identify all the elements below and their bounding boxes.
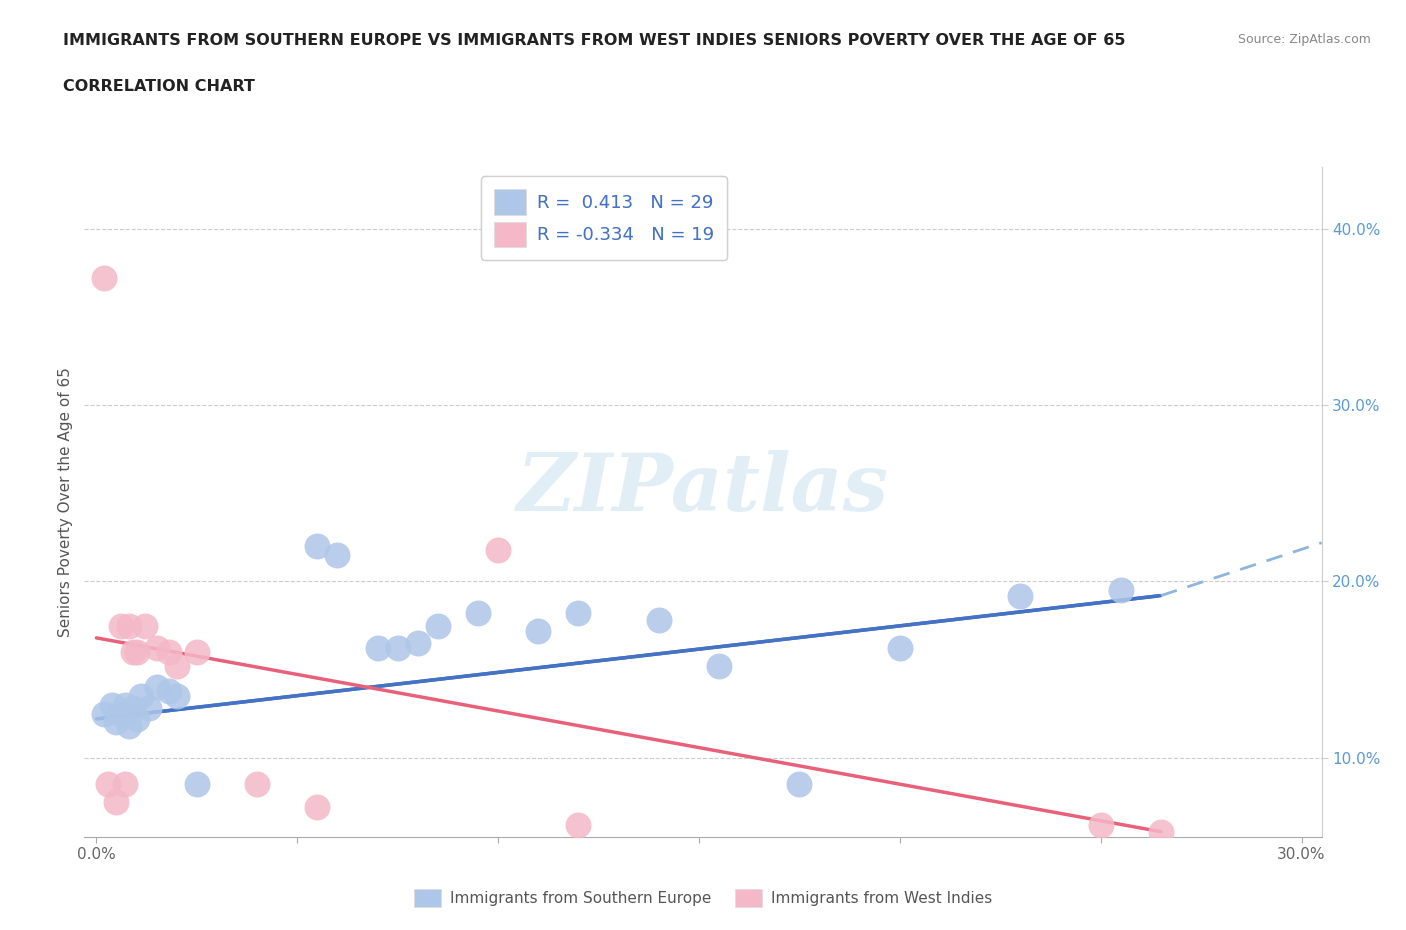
- Point: [186, 777, 208, 791]
- Point: [889, 641, 911, 656]
- Point: [387, 641, 409, 656]
- Point: [406, 636, 429, 651]
- Point: [129, 688, 152, 703]
- Point: [157, 684, 180, 698]
- Point: [101, 698, 124, 712]
- Point: [567, 605, 589, 620]
- Point: [367, 641, 389, 656]
- Point: [307, 800, 329, 815]
- Point: [105, 715, 128, 730]
- Point: [117, 618, 139, 633]
- Point: [121, 701, 143, 716]
- Point: [426, 618, 449, 633]
- Text: CORRELATION CHART: CORRELATION CHART: [63, 79, 254, 94]
- Point: [138, 701, 160, 716]
- Point: [134, 618, 156, 633]
- Point: [1109, 583, 1132, 598]
- Legend: Immigrants from Southern Europe, Immigrants from West Indies: Immigrants from Southern Europe, Immigra…: [408, 884, 998, 913]
- Point: [789, 777, 811, 791]
- Point: [486, 542, 509, 557]
- Point: [1090, 817, 1112, 832]
- Text: ZIPatlas: ZIPatlas: [517, 450, 889, 527]
- Point: [93, 706, 115, 721]
- Point: [97, 777, 120, 791]
- Point: [186, 644, 208, 659]
- Text: Source: ZipAtlas.com: Source: ZipAtlas.com: [1237, 33, 1371, 46]
- Point: [246, 777, 269, 791]
- Point: [125, 711, 148, 726]
- Point: [307, 538, 329, 553]
- Point: [105, 794, 128, 809]
- Point: [527, 623, 550, 638]
- Point: [567, 817, 589, 832]
- Point: [1150, 824, 1173, 839]
- Point: [157, 644, 180, 659]
- Point: [125, 644, 148, 659]
- Point: [114, 777, 136, 791]
- Point: [166, 658, 188, 673]
- Point: [110, 706, 132, 721]
- Point: [117, 719, 139, 734]
- Point: [166, 688, 188, 703]
- Point: [707, 658, 730, 673]
- Point: [145, 680, 167, 695]
- Y-axis label: Seniors Poverty Over the Age of 65: Seniors Poverty Over the Age of 65: [58, 367, 73, 637]
- Point: [110, 618, 132, 633]
- Point: [648, 613, 671, 628]
- Legend: R =  0.413   N = 29, R = -0.334   N = 19: R = 0.413 N = 29, R = -0.334 N = 19: [481, 177, 727, 260]
- Point: [114, 698, 136, 712]
- Point: [121, 644, 143, 659]
- Point: [145, 641, 167, 656]
- Point: [1010, 588, 1032, 603]
- Point: [326, 548, 349, 563]
- Point: [93, 271, 115, 286]
- Point: [467, 605, 489, 620]
- Text: IMMIGRANTS FROM SOUTHERN EUROPE VS IMMIGRANTS FROM WEST INDIES SENIORS POVERTY O: IMMIGRANTS FROM SOUTHERN EUROPE VS IMMIG…: [63, 33, 1126, 47]
